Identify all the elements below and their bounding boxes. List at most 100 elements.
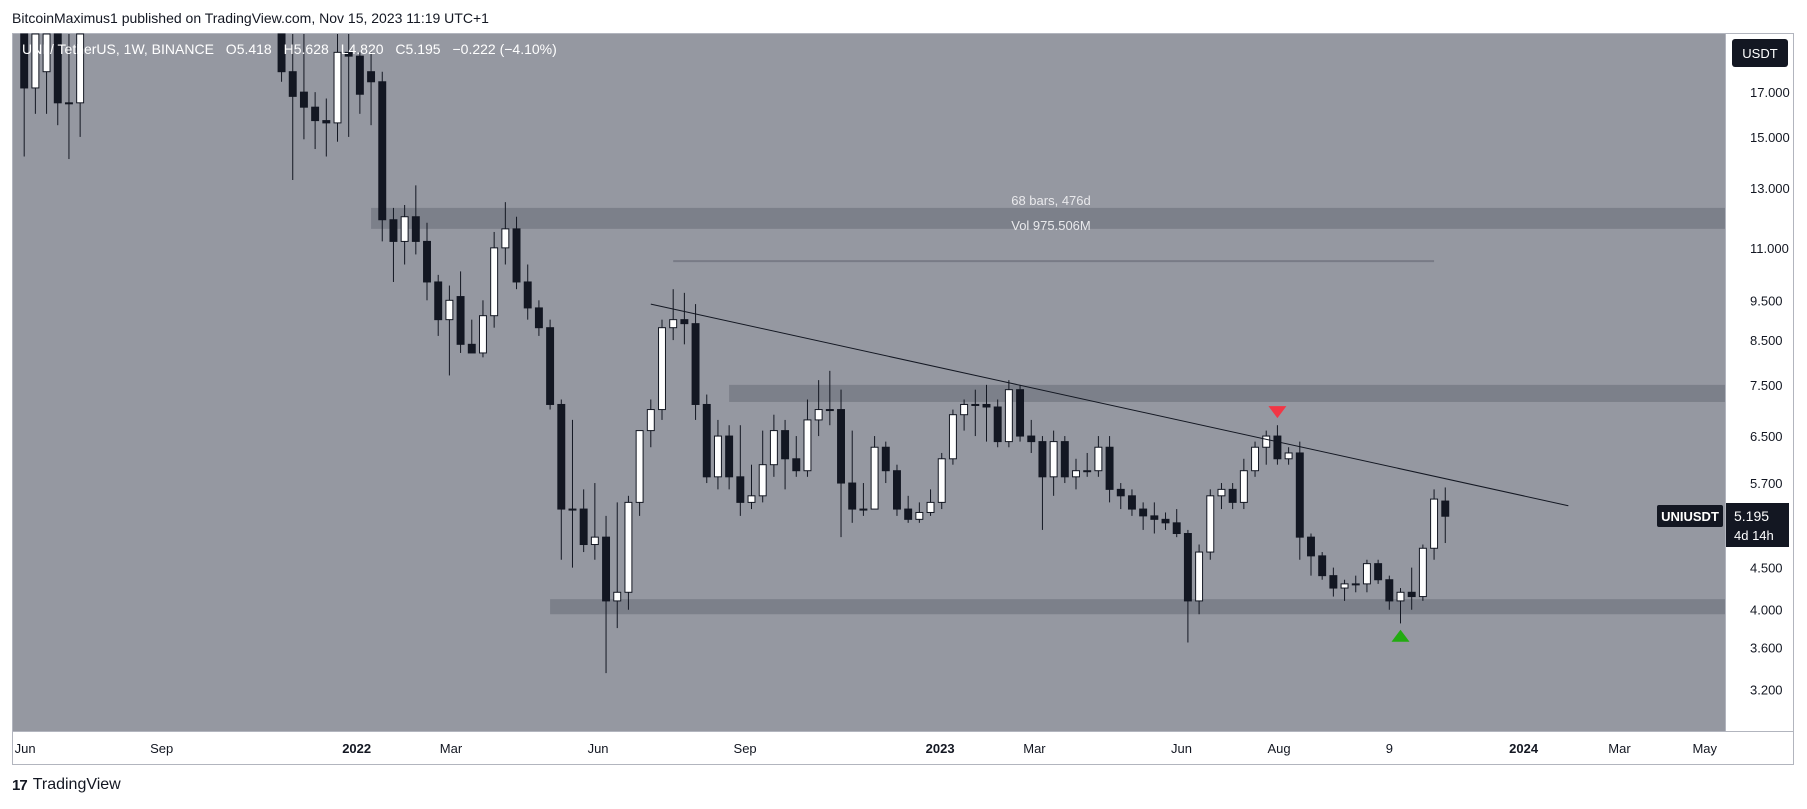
time-axis-background[interactable] — [13, 731, 1725, 764]
candle — [344, 34, 353, 137]
candle — [333, 34, 342, 142]
candle — [355, 52, 364, 114]
candle-body-down — [512, 228, 521, 283]
candle-body-down — [904, 508, 913, 520]
candle-body-up — [501, 228, 510, 249]
tradingview-logo[interactable]: 17 TradingView — [12, 776, 121, 794]
price-tick-label: 7.500 — [1750, 378, 1783, 393]
measure-layer: 68 bars, 476d Vol 975.506M — [673, 193, 1435, 263]
candle-body-up — [333, 51, 342, 124]
candle — [478, 300, 487, 358]
price-axis-background[interactable] — [1726, 34, 1793, 731]
candle-body-up — [590, 536, 599, 546]
last-price-tag: UNIUSDT 5.195 4d 14h — [1657, 503, 1789, 547]
candle-body-up — [859, 508, 868, 511]
candle-body-down — [993, 406, 1002, 443]
candle — [1139, 502, 1148, 530]
candle — [915, 502, 924, 523]
sell-signal-marker — [1268, 406, 1287, 419]
candle — [456, 271, 465, 353]
candle-body-up — [568, 508, 577, 511]
candle-body-down — [680, 319, 689, 325]
tradingview-logo-icon: 17 — [12, 776, 28, 794]
candle-body-up — [76, 33, 85, 104]
candle-body-down — [1385, 579, 1394, 602]
candle-body-down — [1441, 500, 1450, 517]
candle-body-up — [814, 409, 823, 421]
price-tick-label: 15.000 — [1750, 130, 1790, 145]
currency-button[interactable]: USDT — [1732, 39, 1788, 67]
candle — [971, 389, 980, 437]
candle-body-up — [445, 299, 454, 321]
candle — [411, 185, 420, 255]
legend-low-value: 4.820 — [348, 41, 383, 57]
legend-low-label: L — [341, 41, 349, 57]
legend-close-value: 5.195 — [406, 41, 441, 57]
candle-body-up — [713, 435, 722, 478]
candle — [277, 33, 286, 82]
candlestick-chart[interactable]: 68 bars, 476d Vol 975.506M UNI / TetherU… — [12, 33, 1794, 765]
candle — [993, 399, 1002, 448]
candle — [1273, 425, 1282, 465]
candle — [1239, 458, 1248, 510]
legend-close-label: C — [395, 41, 405, 57]
candle-body-down — [1374, 563, 1383, 581]
candle — [1418, 544, 1427, 601]
candle — [658, 319, 666, 420]
candle-body-down — [1150, 515, 1159, 520]
price-tag — [1726, 503, 1789, 547]
candle-body-up — [624, 501, 633, 593]
candle-body-down — [277, 33, 286, 73]
candle-body-up — [1430, 498, 1439, 549]
legend-open-value: 5.418 — [237, 41, 272, 57]
candle-body-up — [915, 511, 924, 520]
candle-body-down — [1161, 518, 1170, 524]
candle-body-up — [42, 33, 51, 73]
candle — [725, 425, 734, 490]
candle — [1251, 441, 1260, 477]
svg-text:UNI / TetherUS, 1W, BINANCE: UNI / TetherUS, 1W, BINANCE O5.418 H5.62… — [22, 41, 557, 57]
candle-body-up — [1284, 452, 1293, 460]
candle — [288, 34, 297, 180]
candles-layer — [20, 33, 1450, 674]
candle — [1016, 384, 1025, 442]
resistance-zone-middle — [729, 384, 1725, 402]
candle — [1116, 483, 1125, 510]
resistance-zone-upper — [371, 207, 1725, 229]
candle — [736, 425, 745, 516]
candle-body-down — [881, 446, 890, 472]
candle-body-up — [400, 216, 409, 242]
price-tick-label: 4.000 — [1750, 603, 1783, 618]
candle-body-down — [837, 409, 845, 484]
candle — [848, 430, 857, 523]
candle-body-down — [691, 323, 700, 405]
candle-body-up — [747, 495, 756, 503]
candle — [20, 33, 29, 157]
candle — [747, 464, 756, 510]
candle — [1407, 567, 1416, 610]
candle — [557, 399, 566, 560]
candle — [1195, 544, 1204, 615]
candle — [1262, 430, 1271, 465]
support-zone — [550, 599, 1725, 615]
candle — [423, 222, 431, 301]
candle — [1374, 559, 1383, 584]
candle — [523, 264, 532, 320]
candle — [299, 34, 308, 140]
candle — [859, 483, 868, 516]
candle-body-down — [411, 216, 420, 242]
candle — [613, 502, 622, 629]
candle — [1441, 487, 1450, 544]
candle — [926, 489, 935, 516]
candle-body-up — [490, 247, 499, 317]
price-tick-label: 5.700 — [1750, 476, 1783, 491]
candle-body-up — [64, 102, 73, 105]
price-tick-label: 9.500 — [1750, 293, 1783, 308]
candle — [434, 274, 443, 336]
candle — [1094, 436, 1103, 477]
candle — [948, 409, 957, 465]
time-tick-label: Jun — [15, 741, 36, 756]
candle-body-up — [1262, 435, 1271, 448]
candle — [1351, 575, 1360, 593]
candle — [1150, 502, 1159, 534]
